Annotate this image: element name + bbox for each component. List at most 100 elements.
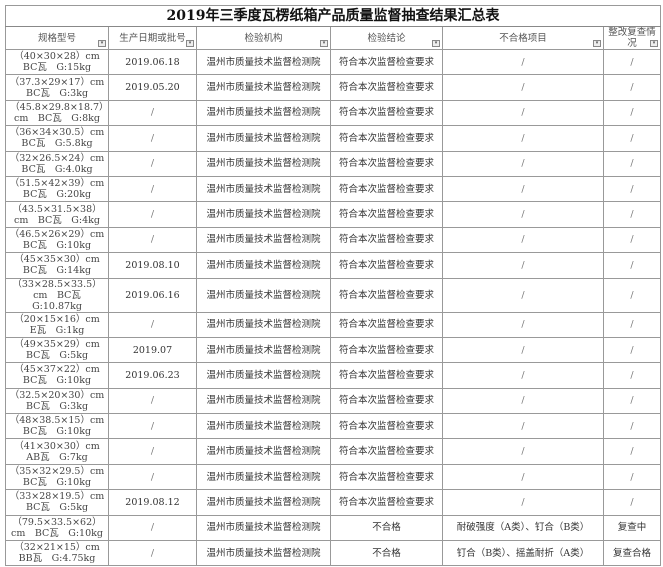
cell-org: 温州市质量技术监督检测院: [196, 277, 331, 313]
cell-recheck: /: [603, 226, 661, 254]
cell-org: 温州市质量技术监督检测院: [196, 201, 331, 228]
cell-items: /: [442, 336, 604, 364]
cell-date: /: [108, 175, 197, 203]
cell-org: 温州市质量技术监督检测院: [196, 336, 331, 364]
cell-spec: （41×30×30）cm AB瓦 G:7kg: [5, 438, 109, 465]
table-row: （32.5×20×30）cm BC瓦 G:3kg / 温州市质量技术监督检测院 符合本…: [5, 387, 661, 415]
cell-spec: （48×38.5×15）cm BC瓦 G:10kg: [5, 413, 109, 440]
cell-org: 温州市质量技术监督检测院: [196, 175, 331, 203]
cell-org: 温州市质量技术监督检测院: [196, 226, 331, 254]
cell-result: 符合本次监督检查要求: [330, 362, 443, 389]
table-row: （45.8×29.8×18.7）cm BC瓦 G:8kg / 温州市质量技术监督检测…: [5, 99, 661, 127]
cell-date: /: [108, 514, 197, 542]
cell-result: 符合本次监督检查要求: [330, 99, 443, 127]
table-row: （35×32×29.5）cm BC瓦 G:10kg / 温州市质量技术监督检测院 符合…: [5, 463, 661, 491]
table-row: （40×30×28）cm BC瓦 G:15kg 2019.06.18 温州市质量技术…: [5, 48, 661, 76]
cell-items: /: [442, 277, 604, 313]
cell-spec: （33×28×19.5）cm BC瓦 G:5kg: [5, 489, 109, 516]
table-row: （41×30×30）cm AB瓦 G:7kg / 温州市质量技术监督检测院 符合本次监…: [5, 438, 661, 465]
cell-recheck: /: [603, 413, 661, 440]
cell-items: 钉合（B类）、摇盖耐折（A类）: [442, 540, 604, 567]
table-row: （46.5×26×29）cm BC瓦 G:10kg / 温州市质量技术监督检测院 符合…: [5, 226, 661, 254]
cell-recheck: /: [603, 125, 661, 152]
cell-date: /: [108, 438, 197, 465]
table-row: （36×34×30.5）cm BC瓦 G:5.8kg / 温州市质量技术监督检测院符…: [5, 125, 661, 152]
cell-recheck: 复查合格: [603, 540, 661, 567]
cell-items: /: [442, 362, 604, 389]
cell-org: 温州市质量技术监督检测院: [196, 387, 331, 415]
cell-spec: （46.5×26×29）cm BC瓦 G:10kg: [5, 226, 109, 254]
cell-date: 2019.07: [108, 336, 197, 364]
table-row: （45×35×30）cm BC瓦 G:14kg 2019.08.10 温州市质量技术…: [5, 252, 661, 279]
cell-result: 符合本次监督检查要求: [330, 438, 443, 465]
cell-items: /: [442, 387, 604, 415]
filter-dropdown-icon[interactable]: ▾: [320, 40, 328, 47]
table-row: （51.5×42×39）cm BC瓦 G:20kg / 温州市质量技术监督检测院 符合…: [5, 175, 661, 203]
filter-dropdown-icon[interactable]: ▾: [186, 40, 194, 47]
cell-result: 符合本次监督检查要求: [330, 413, 443, 440]
column-header-date: 生产日期或批号 ▾: [108, 26, 197, 50]
results-table-container: 2019年三季度瓦楞纸箱产品质量监督抽查结果汇总表 规格型号 ▾ 生产日期或批号 ▾ 检…: [5, 5, 661, 567]
filter-dropdown-icon[interactable]: ▾: [98, 40, 106, 47]
cell-result: 不合格: [330, 540, 443, 567]
cell-spec: （35×32×29.5）cm BC瓦 G:10kg: [5, 463, 109, 491]
cell-org: 温州市质量技术监督检测院: [196, 48, 331, 76]
cell-spec: （79.5×33.5×62）cm BC瓦 G:10kg: [5, 514, 109, 542]
cell-items: /: [442, 252, 604, 279]
cell-org: 温州市质量技术监督检测院: [196, 311, 331, 338]
column-header-result: 检验结论 ▾: [330, 26, 443, 50]
table-row: （37.3×29×17）cm BC瓦 G:3kg 2019.05.20 温州市质量技…: [5, 74, 661, 101]
cell-recheck: /: [603, 175, 661, 203]
cell-result: 符合本次监督检查要求: [330, 125, 443, 152]
cell-org: 温州市质量技术监督检测院: [196, 463, 331, 491]
cell-spec: （37.3×29×17）cm BC瓦 G:3kg: [5, 74, 109, 101]
cell-recheck: /: [603, 150, 661, 177]
cell-recheck: /: [603, 438, 661, 465]
cell-spec: （49×35×29）cm BC瓦 G:5kg: [5, 336, 109, 364]
cell-items: /: [442, 226, 604, 254]
table-row: （79.5×33.5×62）cm BC瓦 G:10kg / 温州市质量技术监督检测院…: [5, 514, 661, 542]
header-label: 检验结论: [367, 32, 406, 44]
results-table: 2019年三季度瓦楞纸箱产品质量监督抽查结果汇总表 规格型号 ▾ 生产日期或批号 ▾ 检…: [5, 5, 661, 567]
cell-spec: （32.5×20×30）cm BC瓦 G:3kg: [5, 387, 109, 415]
column-header-items: 不合格项目 ▾: [442, 26, 604, 50]
header-label: 不合格项目: [499, 32, 547, 44]
cell-items: /: [442, 125, 604, 152]
cell-date: /: [108, 413, 197, 440]
cell-spec: （32×26.5×24）cm BC瓦 G:4.0kg: [5, 150, 109, 177]
cell-date: 2019.06.18: [108, 48, 197, 76]
cell-items: /: [442, 438, 604, 465]
cell-org: 温州市质量技术监督检测院: [196, 514, 331, 542]
cell-org: 温州市质量技术监督检测院: [196, 252, 331, 279]
cell-org: 温州市质量技术监督检测院: [196, 362, 331, 389]
cell-date: 2019.08.12: [108, 489, 197, 516]
table-row: （33×28×19.5）cm BC瓦 G:5kg 2019.08.12 温州市质量技…: [5, 489, 661, 516]
cell-date: /: [108, 387, 197, 415]
table-row: （49×35×29）cm BC瓦 G:5kg 2019.07 温州市质量技术监督检测…: [5, 336, 661, 364]
cell-date: 2019.06.23: [108, 362, 197, 389]
cell-recheck: /: [603, 489, 661, 516]
cell-result: 符合本次监督检查要求: [330, 175, 443, 203]
cell-org: 温州市质量技术监督检测院: [196, 438, 331, 465]
cell-items: /: [442, 413, 604, 440]
table-title: 2019年三季度瓦楞纸箱产品质量监督抽查结果汇总表: [5, 5, 661, 27]
column-header-recheck: 整改复查情况 ▾: [603, 26, 661, 50]
filter-dropdown-icon[interactable]: ▾: [432, 40, 440, 47]
cell-recheck: /: [603, 48, 661, 76]
cell-recheck: /: [603, 387, 661, 415]
cell-date: /: [108, 226, 197, 254]
header-label: 整改复查情况: [608, 27, 656, 49]
cell-date: /: [108, 311, 197, 338]
filter-dropdown-icon[interactable]: ▾: [593, 40, 601, 47]
cell-items: /: [442, 150, 604, 177]
cell-org: 温州市质量技术监督检测院: [196, 125, 331, 152]
cell-date: 2019.08.10: [108, 252, 197, 279]
cell-date: 2019.05.20: [108, 74, 197, 101]
table-row: （43.5×31.5×38）cm BC瓦 G:4kg / 温州市质量技术监督检测院符…: [5, 201, 661, 228]
cell-result: 符合本次监督检查要求: [330, 74, 443, 101]
cell-items: /: [442, 489, 604, 516]
cell-spec: （45×37×22）cm BC瓦 G:10kg: [5, 362, 109, 389]
cell-org: 温州市质量技术监督检测院: [196, 489, 331, 516]
filter-dropdown-icon[interactable]: ▾: [650, 40, 658, 47]
table-row: （20×15×16）cm E瓦 G:1kg / 温州市质量技术监督检测院 符合本次监督…: [5, 311, 661, 338]
